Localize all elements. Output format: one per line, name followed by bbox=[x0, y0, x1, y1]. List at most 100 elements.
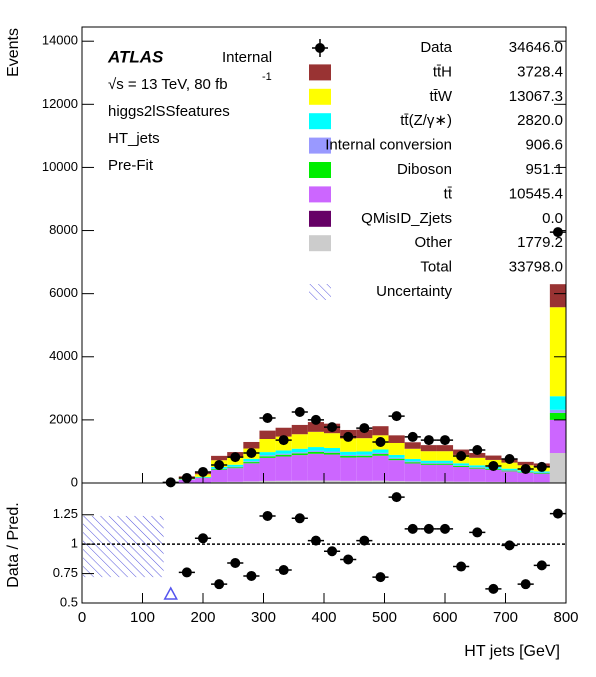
legend-swatch bbox=[309, 64, 331, 80]
stack-segment bbox=[356, 452, 372, 455]
data-point bbox=[263, 413, 273, 423]
stack-segment bbox=[292, 453, 308, 455]
stack-segment bbox=[372, 456, 388, 481]
legend-swatch bbox=[309, 113, 331, 129]
legend-label: Total bbox=[420, 259, 452, 276]
x-tick-label: 700 bbox=[493, 609, 518, 626]
stack-segment bbox=[356, 455, 372, 456]
data-point bbox=[472, 445, 482, 455]
stack-segment bbox=[372, 454, 388, 456]
stack-segment bbox=[469, 465, 485, 467]
stack-segment bbox=[372, 449, 388, 452]
legend-swatch bbox=[309, 284, 331, 300]
lumi-exponent: -1 bbox=[262, 71, 272, 83]
stack-segment bbox=[421, 464, 437, 465]
stack-segment bbox=[405, 442, 421, 449]
status-label: Internal bbox=[222, 49, 272, 66]
stack-segment bbox=[243, 461, 259, 462]
stack-segment bbox=[259, 458, 275, 481]
stack-segment bbox=[292, 455, 308, 481]
data-point bbox=[505, 454, 515, 464]
x-axis-label: HT jets [GeV] bbox=[464, 643, 560, 660]
stack-segment bbox=[356, 456, 372, 458]
stack-segment bbox=[227, 467, 243, 468]
stack-segment bbox=[276, 450, 292, 453]
legend-value: 0.0 bbox=[542, 210, 563, 227]
stack-segment bbox=[243, 442, 259, 449]
stack-segment bbox=[550, 307, 566, 396]
legend-swatch bbox=[309, 186, 331, 202]
fit-label: Pre-Fit bbox=[108, 157, 154, 174]
stack-segment bbox=[324, 433, 340, 448]
stack-segment bbox=[389, 458, 405, 459]
legend-value: 1779.2 bbox=[517, 234, 563, 251]
legend-swatch bbox=[309, 162, 331, 178]
ratio-point bbox=[537, 560, 547, 570]
stack-segment bbox=[437, 451, 453, 460]
stack-segment bbox=[405, 461, 421, 462]
stack-segment bbox=[501, 469, 517, 470]
data-point bbox=[214, 460, 224, 470]
stack-segment bbox=[389, 435, 405, 443]
stack-segment bbox=[243, 463, 259, 481]
variable-label: HT_jets bbox=[108, 130, 160, 147]
legend-value: 906.6 bbox=[525, 137, 563, 154]
x-tick-label: 400 bbox=[311, 609, 336, 626]
ratio-point bbox=[279, 565, 289, 575]
legend-label: Other bbox=[414, 234, 452, 251]
ratio-point bbox=[408, 524, 418, 534]
ratio-uncertainty-band bbox=[83, 516, 164, 577]
ratio-point bbox=[553, 509, 563, 519]
legend-label: Diboson bbox=[397, 161, 452, 178]
legend-value: 2820.0 bbox=[517, 112, 563, 129]
ratio-point bbox=[440, 524, 450, 534]
data-point bbox=[408, 432, 418, 442]
stack-segment bbox=[405, 463, 421, 481]
legend-label: tt̄ bbox=[444, 185, 453, 202]
x-tick-label: 800 bbox=[553, 609, 578, 626]
ratio-y-tick-label: 0.5 bbox=[60, 594, 78, 609]
stack-segment bbox=[437, 464, 453, 465]
ratio-point bbox=[456, 562, 466, 572]
data-point bbox=[327, 422, 337, 432]
stack-segment bbox=[469, 467, 485, 468]
stack-segment bbox=[211, 456, 227, 460]
x-tick-label: 100 bbox=[130, 609, 155, 626]
ratio-point bbox=[424, 524, 434, 534]
y-tick-label: 10000 bbox=[42, 159, 78, 174]
legend-label: tt̄H bbox=[433, 63, 452, 80]
legend-value: 34646.0 bbox=[509, 39, 563, 56]
legend-label: Internal conversion bbox=[325, 137, 452, 154]
atlas-label: ATLAS bbox=[107, 47, 164, 66]
region-label: higgs2lSSfeatures bbox=[108, 103, 230, 120]
data-point bbox=[311, 415, 321, 425]
stack-segment bbox=[259, 456, 275, 458]
x-tick-label: 0 bbox=[78, 609, 86, 626]
ratio-y-tick-label: 1.25 bbox=[53, 506, 78, 521]
stack-segment bbox=[243, 459, 259, 461]
stack-segment bbox=[421, 461, 437, 463]
stack-segment bbox=[550, 453, 566, 483]
data-point bbox=[521, 464, 531, 474]
stack-segment bbox=[340, 455, 356, 456]
stack-segment bbox=[340, 456, 356, 458]
data-point bbox=[343, 432, 353, 442]
stack-segment bbox=[259, 431, 275, 439]
ratio-point bbox=[263, 511, 273, 521]
data-point bbox=[440, 435, 450, 445]
stack-segment bbox=[437, 461, 453, 463]
stack-segment bbox=[550, 420, 566, 453]
stack-segment bbox=[469, 458, 485, 466]
legend-label: Data bbox=[420, 39, 452, 56]
stack-segment bbox=[372, 453, 388, 454]
legend-value: 951.1 bbox=[525, 161, 563, 178]
data-point bbox=[375, 437, 385, 447]
data-point bbox=[182, 473, 192, 483]
ratio-point bbox=[343, 554, 353, 564]
stack-segment bbox=[276, 456, 292, 480]
stack-segment bbox=[389, 460, 405, 481]
stack-segment bbox=[469, 468, 485, 469]
y-tick-label: 2000 bbox=[49, 411, 78, 426]
stack-segment bbox=[501, 471, 517, 482]
